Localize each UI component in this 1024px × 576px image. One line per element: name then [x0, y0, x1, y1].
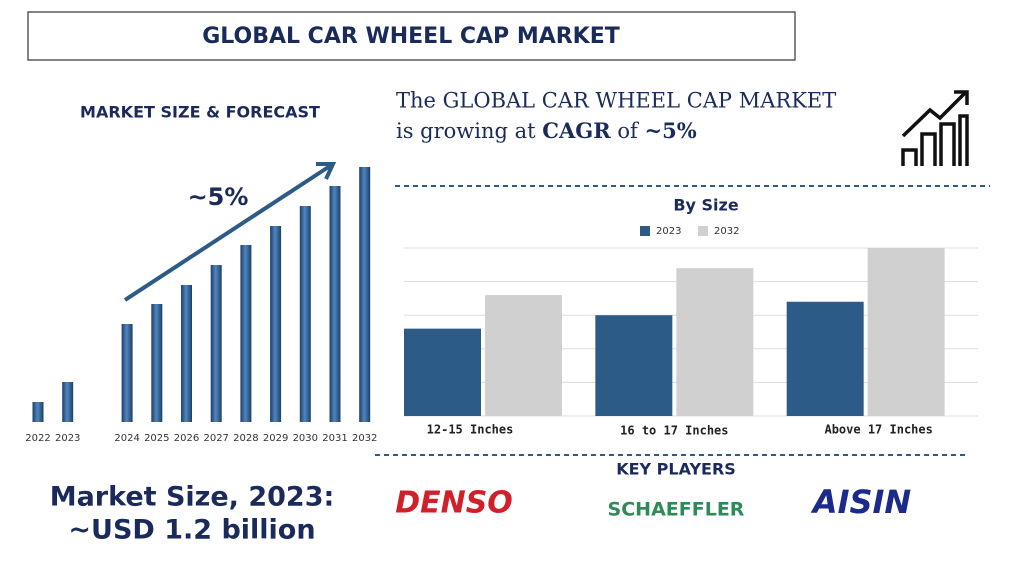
x-tick-label: 2027 [203, 433, 228, 444]
bar [299, 206, 311, 422]
x-tick-label: 2031 [322, 433, 347, 444]
player-logo: DENSO [395, 486, 513, 521]
bar [121, 324, 133, 422]
bar [359, 167, 371, 422]
bar [595, 315, 673, 416]
market-size-label: Market Size, 2023: [50, 482, 335, 513]
x-tick-label: 2032 [352, 433, 377, 444]
bar [32, 402, 44, 422]
header-title: GLOBAL CAR WHEEL CAP MARKET [202, 24, 620, 49]
chart-title: By Size [673, 196, 739, 215]
bar [485, 295, 562, 416]
headline-bold: CAGR [542, 118, 611, 143]
headline-line1: The GLOBAL CAR WHEEL CAP MARKET [396, 89, 836, 113]
x-tick-label: Above 17 Inches [824, 423, 932, 437]
x-tick-label: 16 to 17 Inches [620, 424, 728, 438]
bar [676, 268, 754, 416]
x-tick-label: 2029 [263, 433, 288, 444]
headline-line2: is growing at CAGR of ~5% [396, 118, 697, 143]
left-chart-title: MARKET SIZE & FORECAST [80, 103, 320, 122]
growth-icon [901, 90, 969, 166]
bar [404, 328, 481, 416]
headline-text: is growing at [396, 119, 536, 143]
bar [270, 226, 282, 422]
bar [210, 265, 222, 422]
x-tick-label: 2024 [114, 433, 139, 444]
bar [329, 186, 341, 422]
trend-arrow [123, 162, 337, 302]
header-box [27, 11, 796, 61]
x-tick-label: 2028 [233, 433, 258, 444]
market-size-value: ~USD 1.2 billion [68, 515, 315, 546]
headline-text: of [617, 119, 640, 143]
bar [786, 301, 864, 416]
x-tick-label: 2025 [144, 433, 169, 444]
x-tick-label: 2026 [174, 433, 199, 444]
bar [181, 285, 192, 422]
x-tick-label: 2022 [25, 433, 50, 444]
legend-swatch [698, 226, 708, 236]
legend-label: 2023 [656, 226, 681, 237]
headline-bold: ~5% [644, 118, 696, 143]
bar [867, 248, 945, 416]
annotation: ~5% [188, 183, 249, 211]
player-logo: AISIN [810, 483, 912, 521]
legend-swatch [640, 226, 650, 236]
player-logo: SCHAEFFLER [608, 499, 745, 521]
bar [62, 382, 74, 422]
legend-label: 2032 [714, 226, 739, 237]
bar [151, 304, 163, 422]
key-players-title: KEY PLAYERS [616, 460, 736, 479]
x-tick-label: 2023 [55, 433, 80, 444]
x-tick-label: 2030 [293, 433, 318, 444]
x-tick-label: 12-15 Inches [427, 423, 514, 437]
bar [240, 245, 252, 422]
